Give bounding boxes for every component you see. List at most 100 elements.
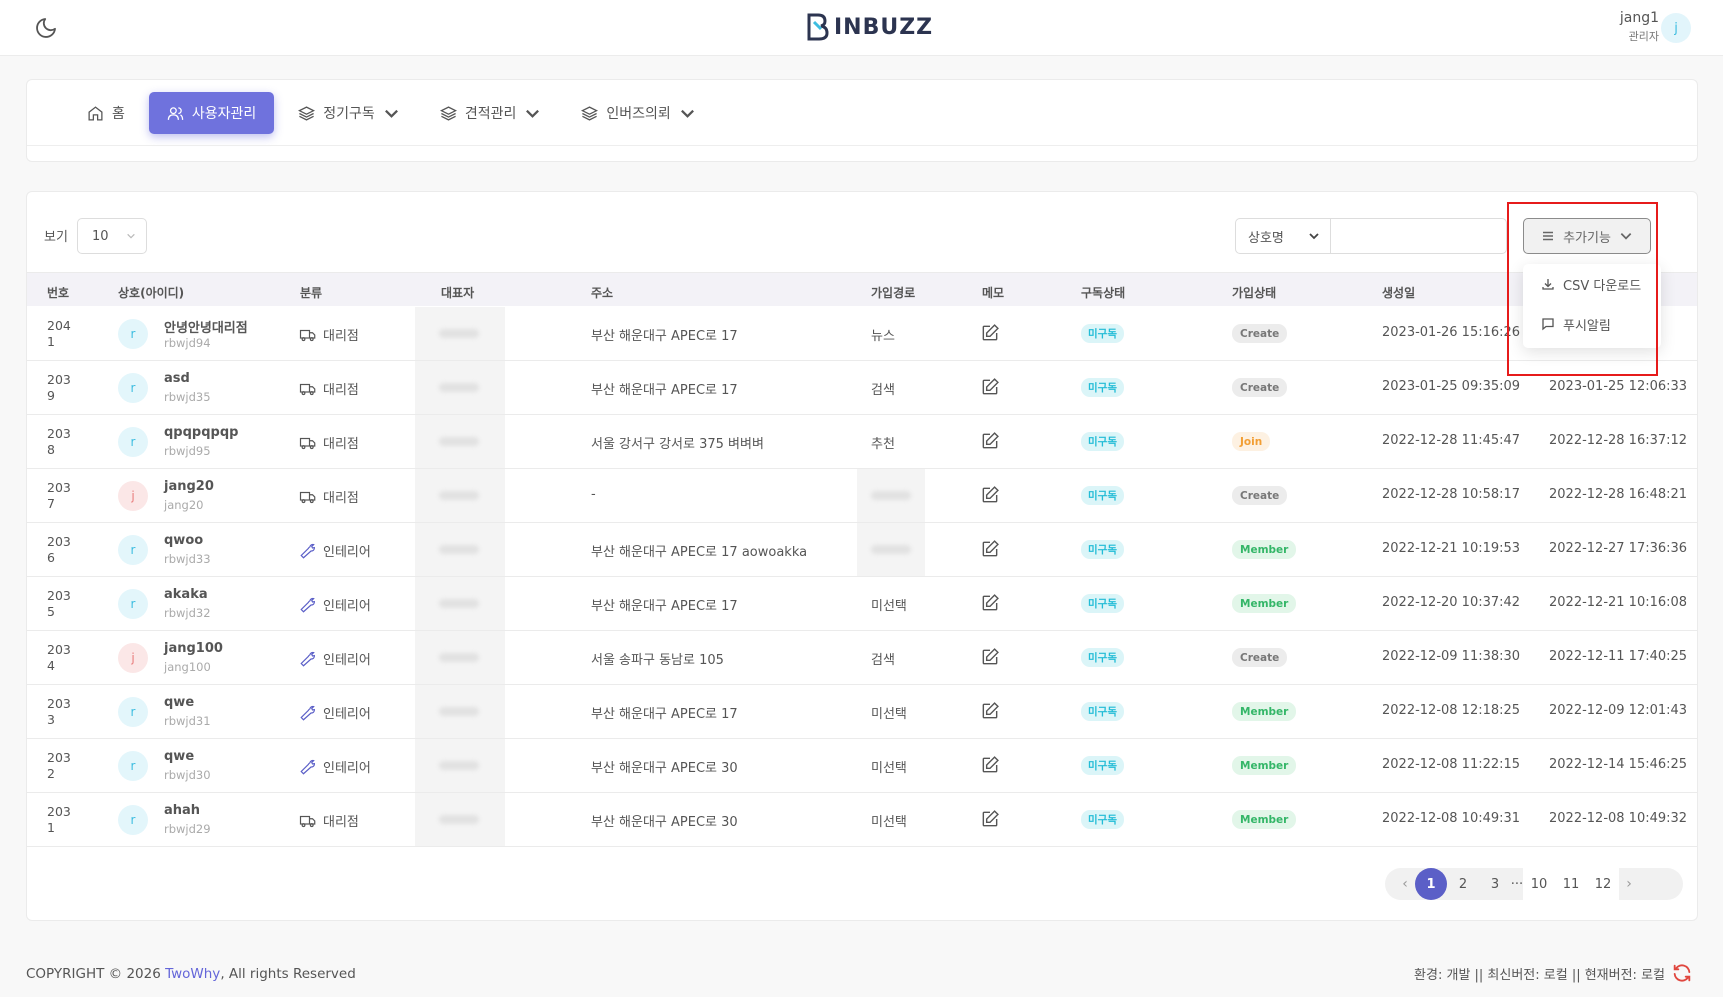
user-id: rbwjd32 (164, 606, 211, 620)
table-row[interactable]: 2036 r qwoo rbwjd33 인테리어 부산 해운대구 APEC로 17 aow… (27, 523, 1697, 577)
logo[interactable]: INBUZZ (806, 13, 933, 41)
edit-icon[interactable] (980, 539, 1000, 559)
company-name[interactable]: 안녕안녕대리점 (164, 321, 248, 336)
page-button[interactable]: 2 (1458, 876, 1468, 892)
column-header[interactable]: 가입상태 (1232, 286, 1277, 300)
company-name[interactable]: jang20 (164, 479, 214, 494)
category: 대리점 (299, 325, 359, 344)
truck-icon (299, 491, 316, 503)
company-name[interactable]: akaka (164, 587, 208, 602)
page-button[interactable]: 3 (1490, 876, 1500, 892)
wrench-icon (300, 651, 315, 667)
user-id: rbwjd33 (164, 552, 211, 566)
redacted-text (439, 383, 479, 392)
column-header[interactable]: 대표자 (441, 286, 475, 300)
nav-item-subscription[interactable]: 정기구독 (282, 92, 416, 134)
table-body: 2041 r 안녕안녕대리점 rbwjd94 대리점 부산 해운대구 APEC로 17 뉴스… (27, 307, 1697, 847)
nav-item-users[interactable]: 사용자관리 (148, 92, 275, 134)
table-row[interactable]: 2039 r asd rbwjd35 대리점 부산 해운대구 APEC로 17 검색 미구독 C… (27, 361, 1697, 415)
table-row[interactable]: 2035 r akaka rbwjd32 인테리어 부산 해운대구 APEC로 17 미선택… (27, 577, 1697, 631)
column-header[interactable]: 가입경로 (871, 286, 916, 300)
representative-redacted (415, 307, 505, 360)
join-status-badge: Create (1232, 324, 1288, 343)
edit-icon[interactable] (980, 701, 1000, 721)
company-name[interactable]: ahah (164, 803, 201, 818)
created-at: 2022-12-21 10:19:53 (1382, 541, 1521, 556)
brand-link[interactable]: TwoWhy (165, 966, 221, 982)
chevron-down-icon (1309, 233, 1319, 240)
representative-redacted (415, 739, 505, 792)
table-row[interactable]: 2033 r qwe rbwjd31 인테리어 부산 해운대구 APEC로 17 미선택 미구… (27, 685, 1697, 739)
subscription-status-badge: 미구독 (1081, 756, 1124, 775)
redacted-text (439, 761, 479, 770)
redacted-text (439, 815, 479, 824)
company-name[interactable]: qwe (164, 695, 195, 710)
search-input[interactable] (1331, 218, 1507, 254)
column-header[interactable]: 구독상태 (1081, 286, 1126, 300)
updated-at: 2022-12-27 17:36:36 (1549, 541, 1688, 556)
edit-icon[interactable] (980, 593, 1000, 613)
table-row[interactable]: 2031 r ahah rbwjd29 대리점 부산 해운대구 APEC로 30 미선택 미구… (27, 793, 1697, 847)
table-row[interactable]: 2038 r qpqpqpqp rbwjd95 대리점 서울 강서구 강서로 375 벼벼… (27, 415, 1697, 469)
edit-icon[interactable] (980, 377, 1000, 397)
menu-item-push-notification[interactable]: 푸시알림 (1523, 304, 1661, 344)
refresh-icon[interactable] (1671, 962, 1693, 984)
table-row[interactable]: 2041 r 안녕안녕대리점 rbwjd94 대리점 부산 해운대구 APEC로 17 뉴스… (27, 307, 1697, 361)
page-button[interactable]: 11 (1555, 868, 1587, 900)
search-field-select[interactable]: 상호명 (1235, 218, 1331, 254)
category-label: 인테리어 (323, 761, 371, 776)
prev-page-button[interactable]: ‹ (1402, 876, 1408, 892)
env-text: 환경: 개발 || 최신버전: 로컬 || 현재버전: 로컬 (1414, 967, 1665, 983)
table-row[interactable]: 2032 r qwe rbwjd30 인테리어 부산 해운대구 APEC로 30 미선택 미구… (27, 739, 1697, 793)
edit-icon[interactable] (980, 809, 1000, 829)
avatar[interactable]: j (1661, 13, 1691, 43)
column-header[interactable]: 메모 (982, 286, 1005, 300)
signup-route: 미선택 (871, 599, 907, 614)
column-header[interactable]: 주소 (591, 286, 614, 300)
company-name[interactable]: qwe (164, 749, 195, 764)
company-name[interactable]: qpqpqpqp (164, 425, 239, 440)
nav-item-inbuzz-request[interactable]: 인버즈의뢰 (565, 92, 711, 134)
signup-route: 미선택 (871, 815, 907, 830)
representative-redacted (415, 361, 505, 414)
subscription-status-badge: 미구독 (1081, 594, 1124, 613)
truck-icon (299, 383, 316, 395)
menu-item-csv-download[interactable]: CSV 다운로드 (1523, 264, 1661, 304)
page-size-select[interactable]: 10 (77, 218, 147, 254)
column-header[interactable]: 생성일 (1382, 286, 1416, 300)
users-icon (167, 106, 184, 120)
truck-icon (299, 815, 316, 827)
layers-icon (581, 105, 599, 121)
layers-icon (439, 105, 457, 121)
column-header[interactable]: 번호 (47, 286, 70, 300)
row-number: 2035 (47, 588, 71, 619)
edit-icon[interactable] (980, 323, 1000, 343)
table-row[interactable]: 2034 j jang100 jang100 인테리어 서울 송파구 동남로 105 검색 미… (27, 631, 1697, 685)
table-row[interactable]: 2037 j jang20 jang20 대리점 - 미구독 Create 2022-12-28… (27, 469, 1697, 523)
nav-item-home[interactable]: 홈 (71, 92, 141, 134)
company-name[interactable]: qwoo (164, 533, 204, 548)
edit-icon[interactable] (980, 755, 1000, 775)
page-button[interactable]: 1 (1415, 868, 1447, 900)
company-name[interactable]: asd (164, 371, 190, 386)
edit-icon[interactable] (980, 431, 1000, 451)
edit-icon[interactable] (980, 485, 1000, 505)
row-number: 2041 (47, 318, 71, 349)
home-icon (88, 105, 103, 121)
created-at: 2022-12-28 10:58:17 (1382, 487, 1521, 502)
page-button[interactable]: 12 (1587, 868, 1619, 900)
updated-at: 2022-12-09 12:01:43 (1549, 703, 1688, 718)
user-info[interactable]: jang1 관리자 (1620, 10, 1659, 44)
moon-icon[interactable] (34, 16, 58, 40)
extra-features-button[interactable]: 추가기능 (1523, 218, 1651, 254)
company-name[interactable]: jang100 (164, 641, 223, 656)
category-label: 대리점 (323, 437, 359, 452)
created-at: 2022-12-08 10:49:31 (1382, 811, 1521, 826)
edit-icon[interactable] (980, 647, 1000, 667)
column-header[interactable]: 분류 (300, 286, 323, 300)
column-header[interactable]: 상호(아이디) (118, 286, 185, 300)
page-button[interactable]: 10 (1523, 868, 1555, 900)
signup-route: 추천 (871, 437, 895, 452)
next-page-button[interactable]: › (1626, 876, 1632, 892)
nav-item-estimate[interactable]: 견적관리 (424, 92, 558, 134)
